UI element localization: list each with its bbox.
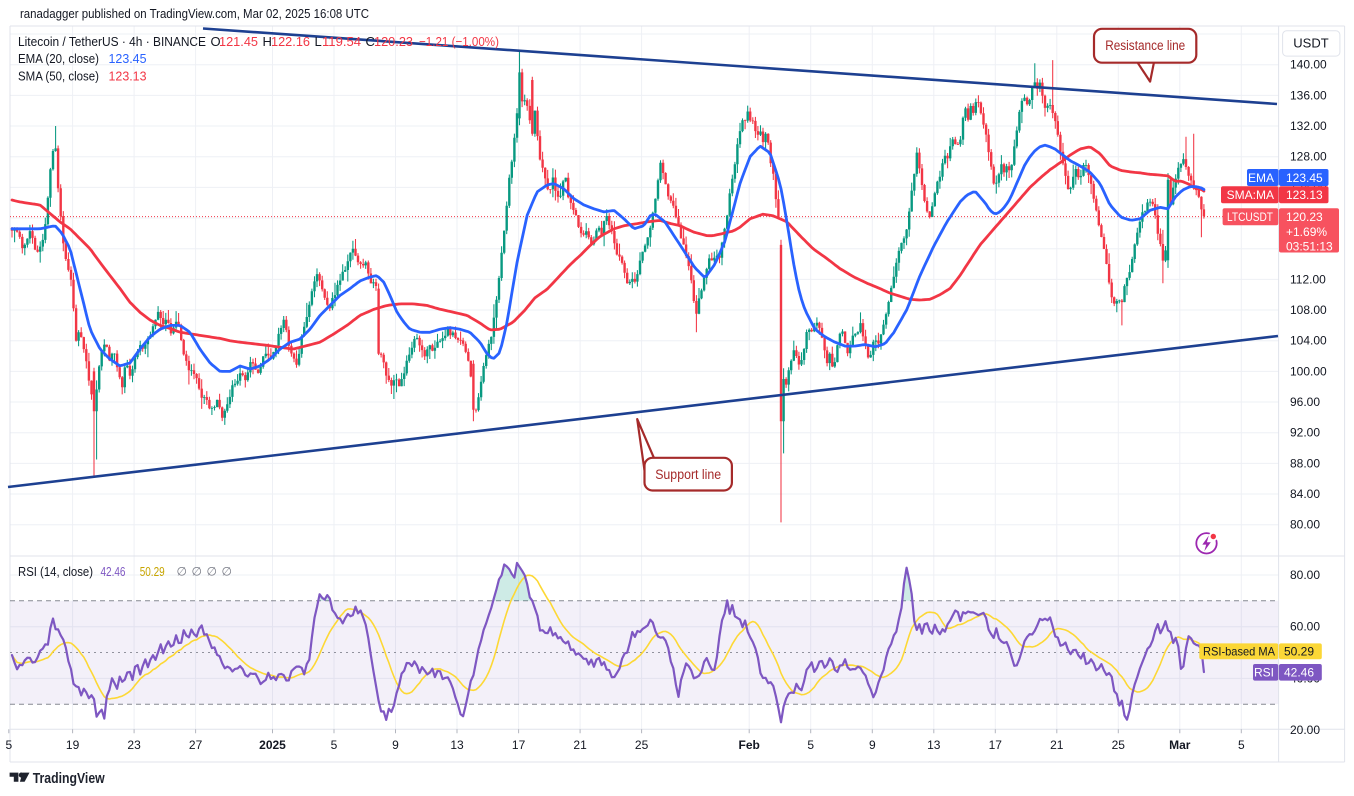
- svg-text:104.00: 104.00: [1290, 334, 1327, 348]
- svg-text:21: 21: [1050, 738, 1064, 752]
- svg-text:L: L: [315, 34, 322, 49]
- svg-text:9: 9: [869, 738, 876, 752]
- svg-text:23: 23: [127, 738, 141, 752]
- svg-text:RSI-based MA: RSI-based MA: [1203, 645, 1275, 659]
- svg-text:RSI (14, close): RSI (14, close): [18, 564, 93, 579]
- svg-text:13: 13: [450, 738, 464, 752]
- svg-text:17: 17: [989, 738, 1003, 752]
- svg-text:USDT: USDT: [1293, 36, 1328, 51]
- svg-text:128.00: 128.00: [1290, 150, 1327, 164]
- svg-text:108.00: 108.00: [1290, 303, 1327, 317]
- svg-text:80.00: 80.00: [1290, 568, 1320, 582]
- svg-text:121.45: 121.45: [219, 34, 258, 49]
- svg-text:Feb: Feb: [739, 738, 760, 752]
- svg-text:120.23: 120.23: [374, 34, 413, 49]
- svg-text:19: 19: [66, 738, 80, 752]
- svg-text:Mar: Mar: [1169, 738, 1191, 752]
- svg-text:Litecoin / TetherUS · 4h · BIN: Litecoin / TetherUS · 4h · BINANCE: [18, 34, 206, 49]
- svg-text:25: 25: [635, 738, 649, 752]
- svg-text:112.00: 112.00: [1290, 272, 1326, 286]
- svg-text:SMA (50, close): SMA (50, close): [18, 69, 99, 84]
- svg-text:27: 27: [189, 738, 203, 752]
- svg-text:5: 5: [807, 738, 814, 752]
- svg-text:132.00: 132.00: [1290, 119, 1327, 133]
- svg-text:123.13: 123.13: [1286, 188, 1323, 202]
- svg-text:123.45: 123.45: [1286, 171, 1323, 185]
- svg-text:100.00: 100.00: [1290, 364, 1327, 378]
- svg-text:60.00: 60.00: [1290, 620, 1320, 634]
- svg-text:Support line: Support line: [655, 467, 721, 482]
- svg-text:∅: ∅: [192, 565, 202, 579]
- svg-text:Resistance line: Resistance line: [1105, 38, 1185, 53]
- svg-text:ranadagger published on Tradin: ranadagger published on TradingView.com,…: [20, 6, 369, 21]
- svg-text:50.29: 50.29: [140, 564, 165, 579]
- svg-text:EMA (20, close): EMA (20, close): [18, 51, 99, 66]
- svg-text:5: 5: [5, 738, 12, 752]
- svg-text:O: O: [211, 34, 221, 49]
- svg-text:TradingView: TradingView: [33, 771, 106, 787]
- svg-text:SMA:MA: SMA:MA: [1227, 188, 1274, 202]
- svg-text:140.00: 140.00: [1290, 58, 1327, 72]
- svg-text:84.00: 84.00: [1290, 487, 1320, 501]
- svg-text:88.00: 88.00: [1290, 456, 1320, 470]
- svg-text:136.00: 136.00: [1290, 88, 1327, 102]
- svg-text:C: C: [366, 34, 375, 49]
- svg-text:25: 25: [1112, 738, 1126, 752]
- svg-text:∅: ∅: [207, 565, 217, 579]
- svg-text:∅: ∅: [222, 565, 232, 579]
- svg-text:92.00: 92.00: [1290, 426, 1320, 440]
- svg-text:123.45: 123.45: [109, 51, 147, 66]
- svg-text:17: 17: [512, 738, 526, 752]
- svg-text:42.46: 42.46: [1284, 666, 1314, 680]
- svg-text:∅: ∅: [177, 565, 187, 579]
- svg-text:120.23: 120.23: [1286, 210, 1323, 224]
- svg-text:119.54: 119.54: [322, 34, 361, 49]
- svg-text:13: 13: [927, 738, 941, 752]
- svg-text:80.00: 80.00: [1290, 518, 1320, 532]
- svg-text:5: 5: [331, 738, 338, 752]
- svg-text:EMA: EMA: [1248, 171, 1274, 185]
- svg-text:122.16: 122.16: [271, 34, 310, 49]
- svg-text:50.29: 50.29: [1284, 645, 1314, 659]
- svg-text:−1.21 (−1.00%): −1.21 (−1.00%): [419, 34, 499, 49]
- svg-text:123.13: 123.13: [109, 69, 147, 84]
- svg-text:+1.69%: +1.69%: [1286, 225, 1327, 239]
- svg-text:20.00: 20.00: [1290, 723, 1320, 737]
- svg-text:H: H: [263, 34, 272, 49]
- svg-text:96.00: 96.00: [1290, 395, 1320, 409]
- svg-text:LTCUSDT: LTCUSDT: [1227, 210, 1274, 224]
- svg-text:42.46: 42.46: [101, 564, 126, 579]
- svg-text:9: 9: [392, 738, 399, 752]
- svg-text:21: 21: [573, 738, 587, 752]
- svg-text:03:51:13: 03:51:13: [1286, 240, 1333, 254]
- svg-text:2025: 2025: [259, 738, 286, 752]
- svg-text:RSI: RSI: [1254, 666, 1274, 680]
- svg-text:5: 5: [1238, 738, 1245, 752]
